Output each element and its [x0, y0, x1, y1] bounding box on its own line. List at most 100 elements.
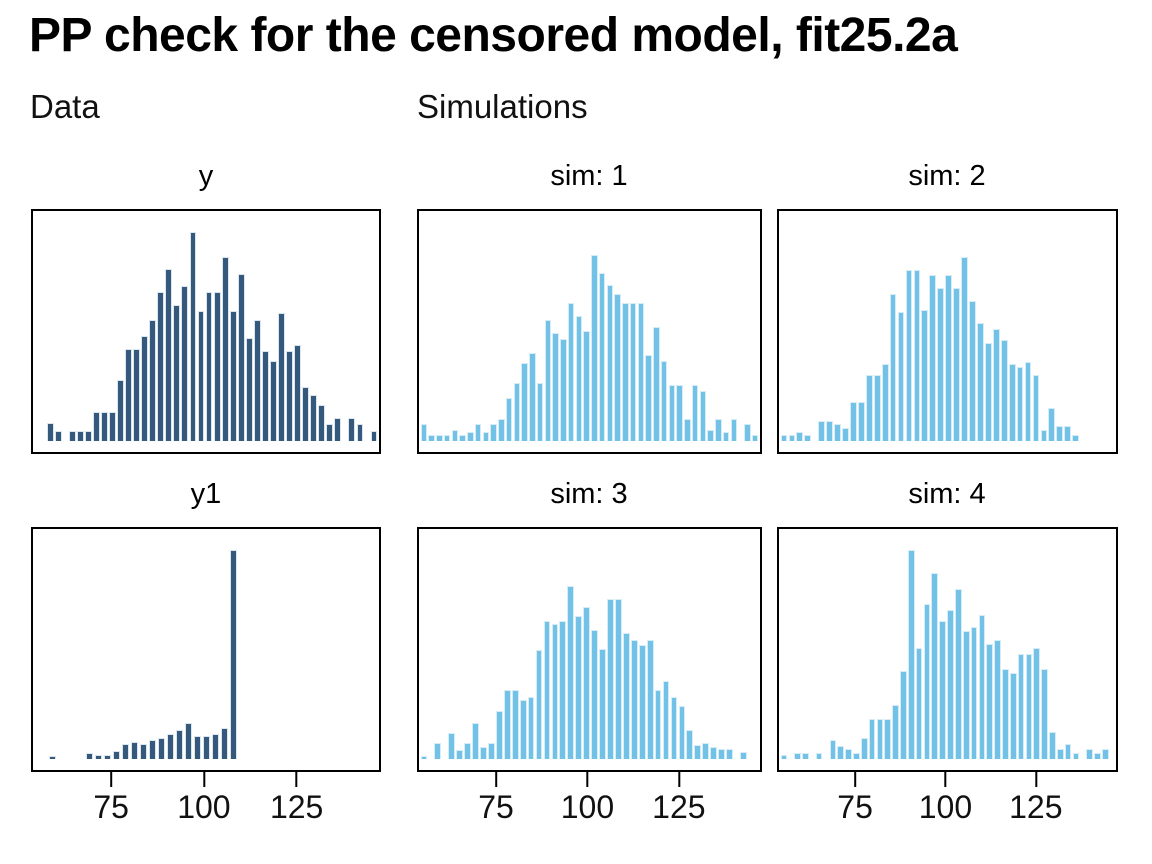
tick-label: 100: [560, 789, 615, 825]
histogram-bar: [166, 734, 175, 759]
histogram-bar: [702, 743, 710, 759]
tick-mark: [1034, 772, 1037, 787]
histogram-bar: [326, 424, 334, 441]
histogram-bar: [434, 743, 442, 759]
histogram-bar: [567, 303, 575, 441]
tick-mark: [295, 772, 298, 787]
panel-title-sim-4: sim: 4: [908, 478, 986, 510]
tick-label: 75: [93, 789, 129, 825]
histogram-bar: [302, 387, 310, 441]
histogram-bar: [567, 586, 575, 759]
histogram-bar: [614, 294, 621, 441]
histogram-bar: [1009, 673, 1017, 759]
histogram-bar: [730, 419, 738, 441]
histogram-bar: [48, 756, 57, 759]
histogram-bar: [684, 419, 691, 441]
histogram-bar: [815, 753, 823, 759]
x-axis-ticks-col2: 75 100 125: [417, 772, 762, 825]
histogram-bar: [630, 640, 638, 759]
histogram-panel-y: [31, 209, 381, 454]
histogram-bar: [591, 255, 598, 441]
histogram-bar: [654, 690, 662, 759]
histogram-bar: [205, 292, 213, 441]
histogram-bar: [1033, 648, 1041, 759]
histogram-bar: [751, 435, 759, 441]
histogram-bar: [334, 418, 342, 441]
x-axis-tick: 100: [919, 772, 972, 826]
histogram-bar: [480, 747, 487, 759]
histogram-bar: [945, 275, 953, 441]
histogram-bar: [121, 744, 130, 759]
histogram-bar: [953, 288, 960, 441]
histogram-bar: [876, 719, 884, 759]
histogram-bar: [488, 743, 495, 759]
histogram-bar: [834, 424, 841, 441]
x-axis-tick: 125: [1009, 772, 1063, 826]
histogram-bar: [117, 380, 124, 441]
histogram-bar: [929, 275, 937, 441]
histogram-bar: [583, 331, 590, 441]
histogram-bar: [482, 432, 490, 441]
tick-mark: [495, 772, 497, 787]
histogram-bar: [1032, 375, 1040, 441]
histogram-bar: [662, 681, 670, 759]
histogram-bar: [181, 286, 189, 441]
histogram-panel-y1: [31, 527, 381, 772]
histogram-bars: [420, 529, 759, 759]
histogram-bar: [961, 257, 968, 441]
histogram-bar: [133, 349, 141, 441]
histogram-bar: [1025, 654, 1033, 759]
simulations-section-label: Simulations: [417, 88, 588, 125]
panel-title-sim-1: sim: 1: [550, 160, 628, 192]
histogram-bar: [1064, 744, 1072, 759]
histogram-bar: [318, 405, 326, 441]
tick-label: 100: [918, 789, 973, 825]
histogram-bar: [503, 690, 511, 759]
histogram-bar: [294, 345, 301, 441]
histogram-bar: [141, 336, 149, 441]
histogram-bar: [622, 633, 630, 759]
histogram-bar: [103, 755, 112, 759]
histogram-bar: [986, 644, 994, 759]
histogram-bar: [905, 270, 913, 441]
panel-title-sim-3: sim: 3: [550, 478, 628, 510]
histogram-bar: [1072, 435, 1080, 441]
histogram-bar: [591, 630, 598, 759]
histogram-bar: [173, 305, 181, 441]
histogram-bar: [615, 599, 622, 759]
histogram-bar: [94, 755, 103, 759]
histogram-bar: [495, 711, 503, 759]
histogram-bars: [780, 529, 1115, 759]
tick-label: 75: [478, 789, 514, 825]
histogram-bar: [1056, 426, 1064, 441]
histogram-bar: [213, 292, 221, 441]
histogram-bar: [865, 375, 873, 441]
histogram-bar: [962, 631, 970, 759]
histogram-bar: [638, 645, 646, 759]
histogram-bar: [261, 351, 269, 441]
histogram-bar: [527, 697, 535, 759]
histogram-bar: [101, 412, 108, 441]
histogram-bar: [842, 428, 849, 441]
figure-title: PP check for the censored model, fit25.2…: [29, 9, 958, 62]
histogram-bar: [46, 423, 54, 441]
histogram-bar: [678, 706, 686, 759]
histogram-bar: [915, 648, 923, 759]
histogram-bar: [490, 424, 497, 441]
histogram-bar: [356, 424, 364, 441]
histogram-bar: [202, 736, 211, 759]
histogram-bar: [559, 621, 567, 759]
tick-label: 125: [652, 789, 706, 825]
histogram-bar: [536, 383, 544, 441]
histogram-bar: [598, 273, 606, 441]
histogram-panel-sim-2: [777, 209, 1118, 454]
histogram-bar: [220, 728, 229, 759]
histogram-bar: [348, 418, 356, 441]
histogram-bar: [780, 435, 788, 441]
tick-mark: [854, 772, 857, 787]
histogram-bar: [1064, 426, 1072, 441]
histogram-bar: [897, 312, 905, 441]
histogram-bar: [850, 402, 857, 441]
histogram-bar: [165, 269, 173, 441]
